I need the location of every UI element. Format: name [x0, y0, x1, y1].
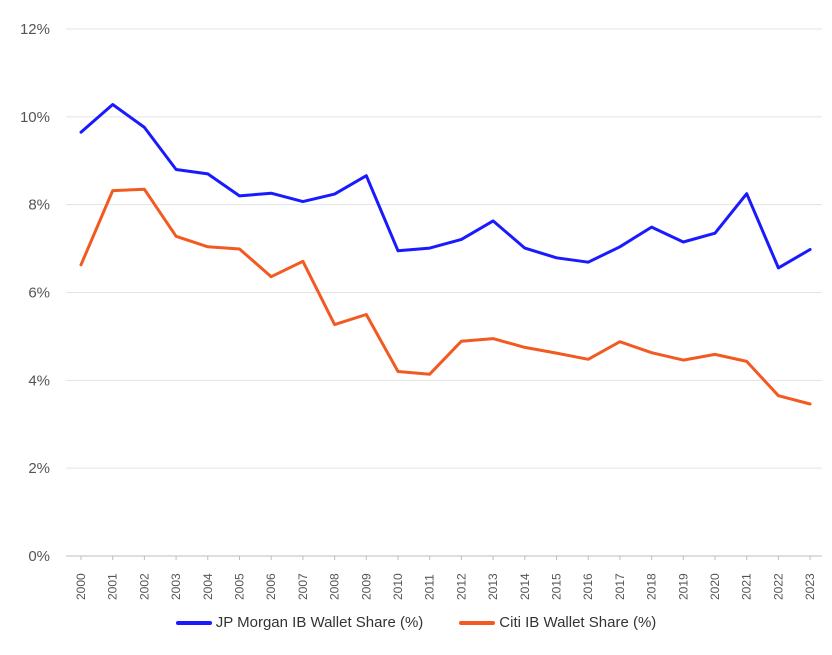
x-tick-label: 2005 [233, 573, 247, 600]
data-point-jpmorgan [555, 256, 558, 259]
y-axis-ticks: 0% 2% 4% 6% 8% 10% 12% [20, 21, 50, 565]
data-point-jpmorgan [650, 226, 653, 229]
x-tick-label: 2018 [645, 573, 659, 600]
data-point-citi [650, 351, 653, 354]
data-point-jpmorgan [492, 219, 495, 222]
x-axis-ticks: 2000 2001 2002 2003 2004 2005 2006 2007 2008 2009… [74, 556, 817, 600]
data-point-jpmorgan [587, 261, 590, 264]
x-tick-label: 2023 [803, 573, 817, 600]
data-point-jpmorgan [777, 266, 780, 269]
y-tick-label: 12% [20, 21, 50, 38]
data-point-citi [428, 373, 431, 376]
data-point-citi [714, 353, 716, 356]
x-tick-label: 2014 [518, 573, 532, 600]
data-point-jpmorgan [143, 126, 146, 129]
data-point-citi [460, 340, 463, 343]
data-point-jpmorgan [111, 103, 114, 106]
data-point-jpmorgan [80, 131, 82, 134]
legend-label-jpmorgan: JP Morgan IB Wallet Share (%) [215, 614, 424, 631]
data-point-citi [809, 403, 812, 406]
data-point-jpmorgan [682, 240, 685, 243]
x-tick-label: 2020 [708, 573, 722, 600]
data-point-citi [555, 352, 558, 355]
y-tick-label: 8% [28, 197, 50, 214]
x-tick-label: 2002 [137, 573, 151, 600]
data-point-jpmorgan [745, 192, 748, 195]
line-chart: 0%2%4%6%8%10%12% 2000 2001 2002 2003 2004 200… [20, 21, 822, 600]
x-tick-label: 2011 [423, 574, 437, 600]
data-point-citi [523, 346, 526, 349]
x-tick-label: 2000 [74, 573, 88, 600]
y-tick-label: 2% [28, 460, 50, 477]
legend-item-citi: Citi IB Wallet Share (%) [459, 614, 656, 631]
data-point-citi [143, 188, 146, 191]
series-line-jpmorgan [79, 103, 812, 270]
data-point-citi [80, 263, 82, 266]
data-point-citi [111, 189, 114, 192]
data-point-jpmorgan [206, 172, 209, 175]
data-point-citi [365, 313, 368, 316]
legend: JP Morgan IB Wallet Share (%) Citi IB Wa… [0, 614, 832, 631]
data-point-citi [777, 394, 780, 397]
data-point-citi [745, 360, 748, 363]
y-tick-label: 0% [28, 548, 50, 565]
x-tick-label: 2015 [550, 573, 564, 600]
data-point-jpmorgan [238, 194, 241, 197]
x-tick-label: 2022 [771, 573, 785, 600]
data-point-jpmorgan [175, 168, 178, 171]
y-tick-label: 6% [28, 285, 50, 302]
x-tick-label: 2016 [581, 573, 595, 600]
data-point-jpmorgan [618, 245, 621, 248]
data-point-jpmorgan [301, 200, 304, 203]
gridlines [66, 28, 822, 557]
data-point-citi [175, 235, 178, 238]
x-tick-label: 2021 [740, 573, 754, 600]
x-tick-label: 2012 [454, 573, 468, 600]
legend-item-jpmorgan: JP Morgan IB Wallet Share (%) [175, 614, 424, 631]
data-point-jpmorgan [397, 249, 399, 252]
data-point-citi [206, 245, 209, 248]
data-point-citi [397, 370, 399, 373]
data-point-jpmorgan [523, 247, 526, 250]
x-tick-label: 2013 [486, 573, 500, 600]
x-tick-label: 2001 [106, 573, 120, 600]
data-point-citi [333, 323, 336, 326]
x-tick-label: 2019 [676, 573, 690, 600]
x-tick-label: 2008 [328, 573, 342, 600]
series-lines [79, 103, 812, 406]
x-tick-label: 2006 [264, 573, 278, 600]
series-line-citi [79, 187, 812, 406]
data-point-jpmorgan [270, 192, 273, 195]
x-tick-label: 2009 [359, 573, 373, 600]
y-tick-label: 4% [28, 372, 50, 389]
data-point-jpmorgan [809, 248, 812, 251]
legend-swatch-jpmorgan [175, 620, 212, 625]
data-point-jpmorgan [460, 238, 463, 241]
x-tick-label: 2003 [169, 573, 183, 600]
legend-label-citi: Citi IB Wallet Share (%) [499, 614, 657, 631]
data-point-citi [587, 358, 590, 361]
data-point-citi [301, 260, 304, 263]
legend-swatch-citi [459, 620, 496, 625]
data-point-citi [238, 248, 241, 251]
x-tick-label: 2010 [391, 573, 405, 600]
x-tick-label: 2004 [201, 573, 215, 600]
data-point-citi [270, 275, 273, 278]
x-tick-label: 2007 [296, 573, 310, 600]
data-point-citi [618, 340, 621, 343]
data-point-jpmorgan [333, 193, 336, 196]
y-tick-label: 10% [20, 109, 50, 126]
x-tick-label: 2017 [613, 573, 627, 600]
data-point-jpmorgan [365, 174, 368, 177]
data-point-citi [682, 359, 685, 362]
data-point-jpmorgan [714, 232, 716, 235]
data-point-jpmorgan [428, 247, 431, 250]
data-point-citi [492, 337, 495, 340]
